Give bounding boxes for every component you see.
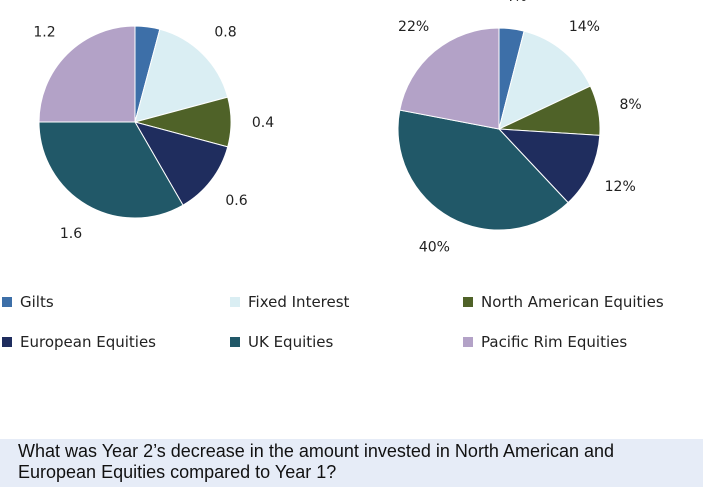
legend-swatch-european-equities <box>2 337 12 347</box>
legend-label-european-equities: European Equities <box>20 333 156 351</box>
legend-item-european-equities: European Equities <box>2 333 156 351</box>
question-line-1: What was Year 2’s decrease in the amount… <box>18 441 615 461</box>
legend-item-pacific-rim-equities: Pacific Rim Equities <box>463 333 627 351</box>
pie-1-slice-european-equities <box>133 121 229 206</box>
legend-label-uk-equities: UK Equities <box>248 333 334 351</box>
question-box: What was Year 2’s decrease in the amount… <box>0 439 703 487</box>
pie-2-label-pacific-rim-equities: 22% <box>398 19 429 35</box>
pie-1-label-north-american-equities: 0.4 <box>252 115 274 131</box>
legend-label-north-american-equities: North American Equities <box>481 293 664 311</box>
pie-2-label-fixed-interest: 14% <box>569 19 600 35</box>
pie-2-label-north-american-equities: 8% <box>619 97 641 113</box>
legend-item-uk-equities: UK Equities <box>230 333 333 351</box>
pie-1-label-uk-equities: 1.6 <box>60 226 82 242</box>
legend-swatch-gilts <box>2 297 12 307</box>
pie-2-slice-pacific-rim-equities <box>399 27 500 130</box>
legend-label-gilts: Gilts <box>20 293 54 311</box>
legend-label-fixed-interest: Fixed Interest <box>248 293 350 311</box>
pie-1-label-pacific-rim-equities: 1.2 <box>33 25 55 41</box>
pie-1-slice-fixed-interest <box>134 28 229 123</box>
legend-item-gilts: Gilts <box>2 293 54 311</box>
legend-item-fixed-interest: Fixed Interest <box>230 293 349 311</box>
pie-1-label-gilts: 0.2 <box>141 0 163 4</box>
pie-2-label-uk-equities: 40% <box>419 239 450 255</box>
pie-1-slice-uk-equities <box>38 121 184 219</box>
pie-2-label-european-equities: 12% <box>605 179 636 195</box>
legend: Gilts Fixed Interest North American Equi… <box>0 290 703 370</box>
legend-item-north-american-equities: North American Equities <box>463 293 664 311</box>
question-line-2: European Equities compared to Year 1? <box>18 462 337 482</box>
legend-swatch-pacific-rim-equities <box>463 337 473 347</box>
pie-2-slice-european-equities <box>497 128 601 204</box>
pie-2-label-gilts: 4% <box>505 0 527 5</box>
legend-swatch-fixed-interest <box>230 297 240 307</box>
pie-2-slice-fixed-interest <box>498 30 592 130</box>
pie-charts: 0.2 0.8 0.4 0.6 1.6 1.2 4% 14% 8% 12% 40% 22% <box>33 0 642 255</box>
legend-swatch-north-american-equities <box>463 297 473 307</box>
pie-1-label-european-equities: 0.6 <box>225 193 247 209</box>
pie-1-label-fixed-interest: 0.8 <box>214 25 236 41</box>
legend-swatch-uk-equities <box>230 337 240 347</box>
pie-1-slice-pacific-rim-equities <box>38 25 136 123</box>
pie-chart-year-1: 0.2 0.8 0.4 0.6 1.6 1.2 <box>33 0 274 242</box>
pie-2-slice-uk-equities <box>397 109 569 231</box>
pie-chart-year-2: 4% 14% 8% 12% 40% 22% <box>397 0 642 255</box>
legend-label-pacific-rim-equities: Pacific Rim Equities <box>481 333 628 351</box>
